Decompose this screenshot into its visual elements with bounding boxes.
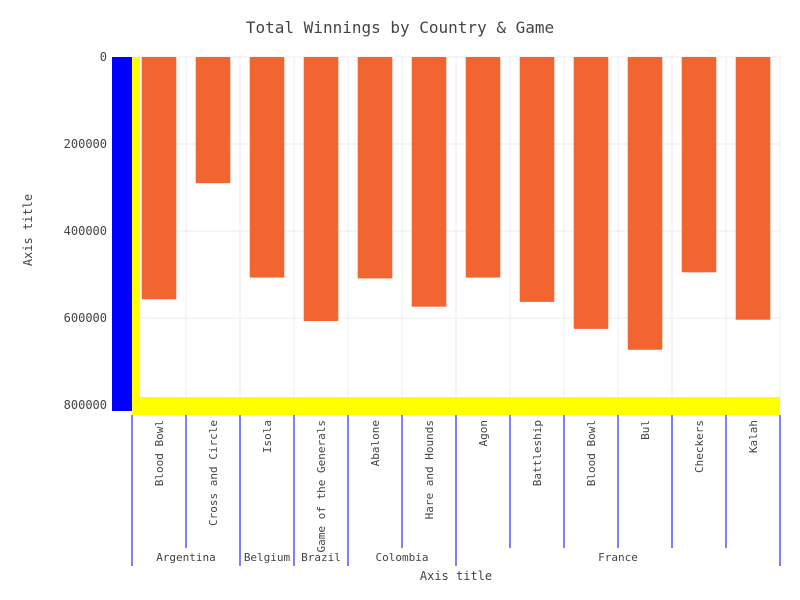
bar — [627, 57, 663, 350]
y-tick-labels: 0 200000 400000 600000 800000 — [64, 50, 107, 412]
group-label: Brazil — [301, 551, 341, 564]
x-tick-label: Hare and Hounds — [423, 420, 436, 519]
bar — [519, 57, 555, 302]
bar — [249, 57, 285, 278]
axes — [112, 57, 780, 415]
x-tick-label: Blood Bowl — [153, 420, 166, 486]
x-tick-label: Blood Bowl — [585, 420, 598, 486]
chart-title: Total Winnings by Country & Game — [246, 18, 554, 37]
y-tick-label: 800000 — [64, 398, 107, 412]
group-label: Belgium — [244, 551, 291, 564]
y-axis-line — [112, 57, 132, 411]
x-category-labels: Blood Bowl Cross and Circle Isola Game of t… — [131, 415, 781, 566]
bar — [465, 57, 501, 278]
x-tick-label: Kalah — [747, 420, 760, 453]
x-tick-label: Abalone — [369, 420, 382, 466]
x-tick-label: Agon — [477, 420, 490, 447]
bars — [141, 57, 771, 350]
group-label: France — [598, 551, 638, 564]
bar — [357, 57, 393, 279]
x-tick-label: Bul — [639, 420, 652, 440]
y-tick-label: 600000 — [64, 311, 107, 325]
bar — [735, 57, 771, 320]
bar — [195, 57, 231, 184]
x-axis-line — [132, 57, 140, 411]
x-axis-title: Axis title — [420, 569, 492, 583]
x-tick-label: Game of the Generals — [315, 420, 328, 552]
group-label: Argentina — [156, 551, 216, 564]
group-label: Colombia — [376, 551, 429, 564]
x-tick-label: Battleship — [531, 420, 544, 486]
bar — [141, 57, 177, 300]
x-axis-line — [132, 397, 780, 415]
x-tick-label: Isola — [261, 420, 274, 453]
y-axis-title: Axis title — [21, 194, 35, 266]
x-tick-label: Cross and Circle — [207, 420, 220, 526]
x-tick-label: Checkers — [693, 420, 706, 473]
y-tick-label: 400000 — [64, 224, 107, 238]
bar — [303, 57, 339, 322]
y-tick-label: 0 — [100, 50, 107, 64]
bar — [411, 57, 447, 307]
bar — [681, 57, 717, 273]
bar — [573, 57, 609, 329]
y-tick-label: 200000 — [64, 137, 107, 151]
